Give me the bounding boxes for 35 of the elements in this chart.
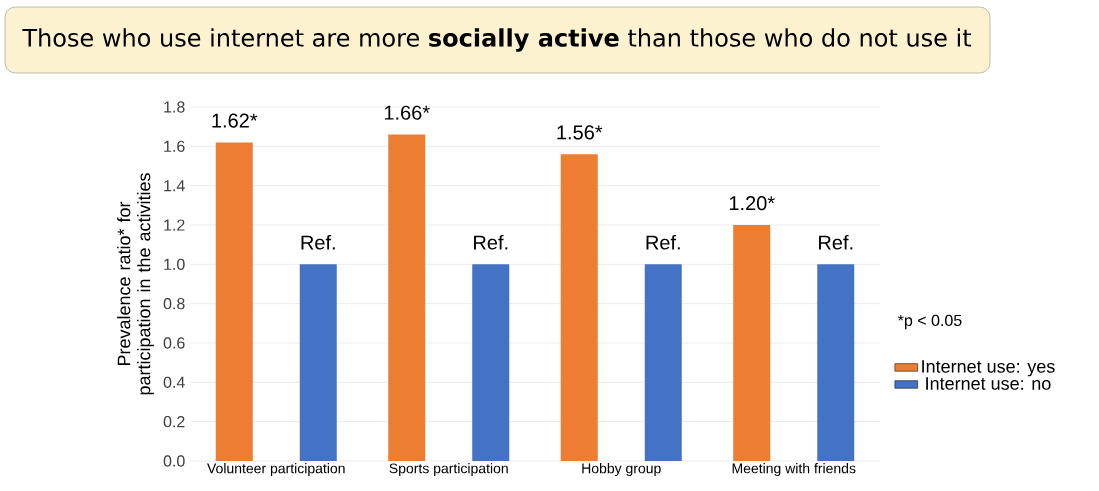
data-label: 1.56*: [557, 125, 603, 140]
x-tick-label: Sports participation: [389, 463, 508, 477]
y-tick-label: 0.0: [163, 455, 185, 467]
y-axis-title: Prevalence ratio* for participation in the activities: [117, 173, 154, 395]
y-tick-label: 1.4: [164, 180, 185, 192]
y-tick-label: 1.6: [164, 140, 185, 152]
y-tick-label: 0.6: [163, 337, 185, 349]
data-label: Ref.: [646, 234, 680, 250]
x-tick-label: Volunteer participation: [207, 463, 345, 477]
data-label: Ref.: [474, 234, 508, 250]
x-tick-label: Meeting with friends: [732, 463, 856, 477]
data-label: 1.20*: [729, 196, 775, 211]
y-tick-label: 1.0: [164, 258, 185, 270]
legend-label: Internet use: no: [926, 377, 1051, 390]
bar: [644, 264, 682, 461]
y-tick-label: 0.2: [163, 416, 185, 428]
bar: [472, 264, 510, 461]
bar: [817, 264, 855, 461]
x-tick-label: Hobby group: [582, 463, 661, 477]
bar: [215, 142, 253, 461]
bar: [733, 224, 771, 461]
bar: [299, 264, 337, 461]
legend-label: Internet use: yes: [922, 360, 1055, 377]
bar: [388, 134, 426, 461]
y-tick-label: 0.4: [163, 376, 185, 388]
data-label: 1.66*: [384, 105, 430, 120]
data-label: 1.62*: [212, 113, 258, 128]
y-tick-label: 1.2: [164, 219, 185, 231]
y-tick-label: 0.8: [163, 298, 185, 310]
data-label: Ref.: [819, 234, 853, 250]
data-label: Ref.: [301, 234, 335, 250]
bar: [560, 154, 598, 461]
text: *p < 0.05: [897, 314, 962, 330]
chart-title: Those who use internet are more socially active than those who do not use it: [22, 28, 972, 52]
y-tick-label: 1.8: [164, 101, 185, 113]
